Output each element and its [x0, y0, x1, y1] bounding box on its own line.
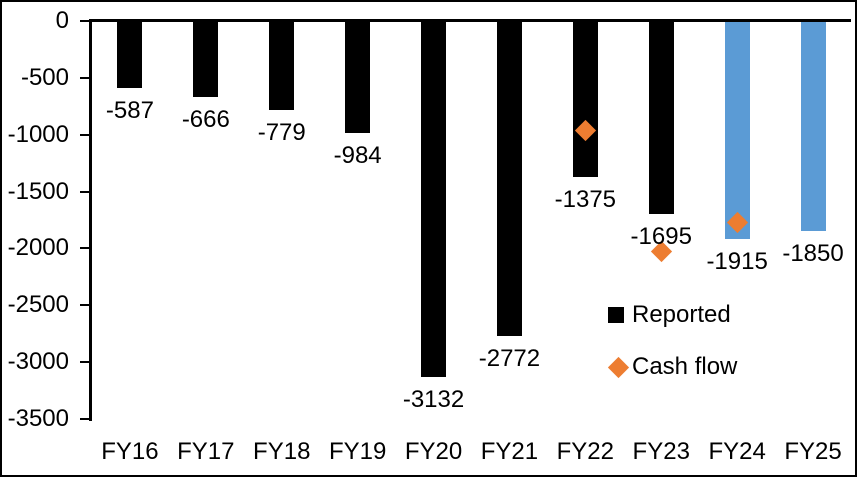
- y-axis-tick: [80, 247, 89, 250]
- cash-flow-diamond-icon: [607, 356, 630, 378]
- legend-item-cash-flow: Cash flow: [607, 353, 738, 380]
- legend-label-cash-flow: Cash flow: [632, 353, 738, 380]
- x-tick-label-fy21: FY21: [480, 438, 539, 465]
- y-tick-label: -3500: [7, 405, 69, 432]
- x-tick-label-fy25: FY25: [784, 438, 842, 465]
- bar-fy17: [193, 22, 219, 97]
- y-tick-label: -2000: [7, 234, 69, 262]
- x-axis-zero-line: [89, 19, 851, 22]
- bar-fy21: [496, 22, 522, 337]
- bar-fy22: [572, 22, 598, 178]
- y-tick-label: -1500: [7, 177, 69, 205]
- reported-square-icon: [608, 307, 624, 323]
- data-label-fy19: -984: [333, 141, 382, 169]
- y-tick-label: -2500: [7, 291, 69, 319]
- y-tick-label: -3000: [7, 348, 69, 376]
- data-label-fy16: -587: [105, 96, 154, 124]
- x-tick-label-fy20: FY20: [404, 438, 463, 465]
- y-axis-tick: [80, 76, 89, 79]
- bar-fy25: [800, 22, 826, 232]
- data-label-fy18: -779: [257, 118, 306, 146]
- legend-marker-slot: [607, 354, 632, 380]
- data-label-fy17: -666: [181, 105, 230, 133]
- data-label-fy20: -3132: [402, 386, 465, 414]
- x-tick-label-fy18: FY18: [253, 438, 311, 465]
- bar-fy16: [117, 22, 143, 88]
- y-axis-tick: [80, 190, 89, 193]
- bar-fy18: [269, 22, 295, 110]
- y-axis-tick: [80, 304, 89, 307]
- y-axis-tick: [80, 361, 89, 364]
- legend-label-reported: Reported: [632, 301, 731, 328]
- x-tick-label-fy23: FY23: [632, 438, 690, 465]
- y-tick-label: -500: [20, 63, 69, 91]
- x-tick-label-fy22: FY22: [556, 438, 615, 465]
- bar-fy23: [648, 22, 674, 214]
- y-tick-label: 0: [55, 7, 69, 34]
- y-tick-label: -1000: [7, 120, 69, 148]
- y-axis-tick: [80, 418, 89, 420]
- data-label-fy25: -1850: [782, 240, 844, 268]
- legend-marker-slot: [608, 302, 632, 328]
- data-label-fy21: -2772: [478, 345, 541, 373]
- y-axis-line: [89, 19, 92, 421]
- legend-item-reported: Reported: [608, 302, 731, 328]
- data-label-fy23: -1695: [630, 222, 692, 250]
- data-label-fy22: -1375: [554, 186, 617, 214]
- x-tick-label-fy24: FY24: [708, 438, 766, 465]
- data-label-fy24: -1915: [706, 247, 768, 275]
- y-axis-tick: [80, 20, 89, 22]
- bar-fy24: [724, 22, 750, 239]
- x-tick-label-fy17: FY17: [177, 438, 235, 465]
- x-tick-label-fy16: FY16: [101, 438, 159, 465]
- y-axis-tick: [80, 133, 89, 136]
- bar-fy20: [421, 22, 447, 378]
- x-tick-label-fy19: FY19: [328, 438, 387, 465]
- bar-fy19: [345, 22, 371, 133]
